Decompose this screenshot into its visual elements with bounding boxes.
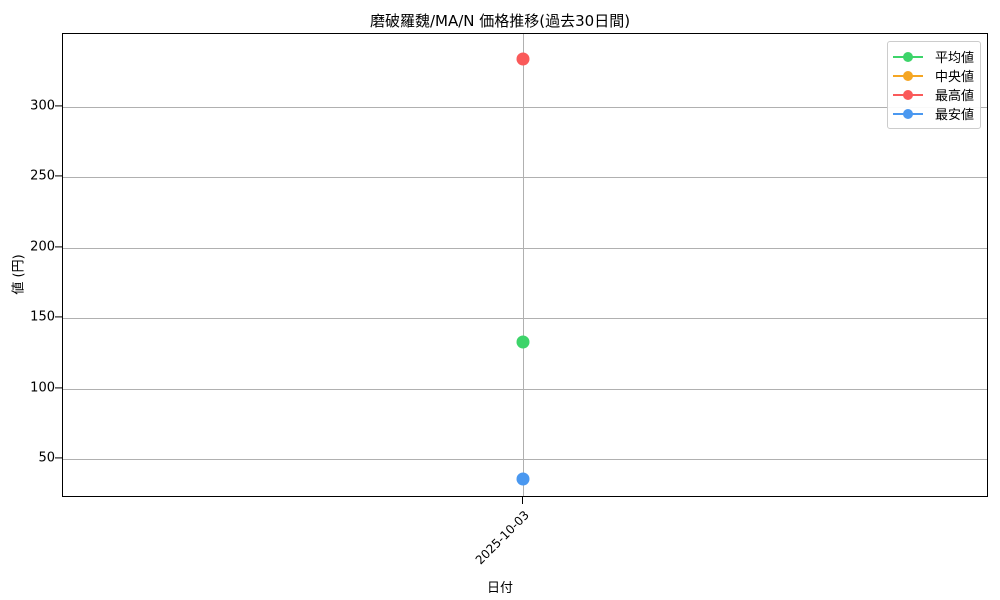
y-tick-mark bbox=[55, 105, 62, 107]
y-tick-label: 150 bbox=[30, 309, 55, 325]
gridline-100 bbox=[63, 389, 987, 390]
x-tick-label: 2025-10-03 bbox=[472, 508, 532, 568]
legend-label: 最高値 bbox=[934, 89, 974, 104]
gridline-300 bbox=[63, 107, 987, 108]
legend-item-median[interactable]: 中央値 bbox=[893, 66, 974, 85]
legend-marker-icon bbox=[893, 51, 923, 63]
plot-area: 平均値 中央値 最高値 最安 bbox=[62, 33, 988, 497]
y-tick-label: 250 bbox=[30, 168, 55, 184]
y-tick-mark bbox=[55, 387, 62, 389]
y-tick-label: 300 bbox=[30, 98, 55, 114]
x-axis-label: 日付 bbox=[486, 581, 513, 596]
y-axis-ticks: 300 250 200 150 100 50 bbox=[0, 0, 62, 600]
legend-item-max[interactable]: 最高値 bbox=[893, 85, 974, 104]
y-tick-mark bbox=[55, 175, 62, 177]
y-tick-label: 50 bbox=[38, 450, 55, 466]
data-point-max[interactable] bbox=[516, 52, 530, 66]
gridline-150 bbox=[63, 318, 987, 319]
data-point-min[interactable] bbox=[516, 472, 530, 486]
legend-item-min[interactable]: 最安値 bbox=[893, 104, 974, 123]
gridline-2025-10-03 bbox=[523, 34, 524, 496]
gridline-250 bbox=[63, 177, 987, 178]
legend-marker-icon bbox=[893, 108, 923, 120]
y-tick-label: 100 bbox=[30, 380, 55, 396]
legend-marker-icon bbox=[893, 89, 923, 101]
legend-label: 平均値 bbox=[934, 51, 974, 66]
legend-label: 中央値 bbox=[934, 70, 974, 85]
legend-label: 最安値 bbox=[934, 108, 974, 123]
chart-legend: 平均値 中央値 最高値 最安 bbox=[887, 41, 981, 129]
legend-marker-icon bbox=[893, 70, 923, 82]
x-tick-mark bbox=[522, 497, 524, 504]
legend-item-average[interactable]: 平均値 bbox=[893, 47, 974, 66]
y-tick-mark bbox=[55, 316, 62, 318]
data-point-average[interactable] bbox=[516, 335, 530, 349]
y-tick-label: 200 bbox=[30, 239, 55, 255]
y-tick-mark bbox=[55, 246, 62, 248]
gridline-200 bbox=[63, 248, 987, 249]
chart-title: 磨破羅魏/MA/N 価格推移(過去30日間) bbox=[369, 12, 631, 30]
y-tick-mark bbox=[55, 457, 62, 459]
gridline-50 bbox=[63, 459, 987, 460]
